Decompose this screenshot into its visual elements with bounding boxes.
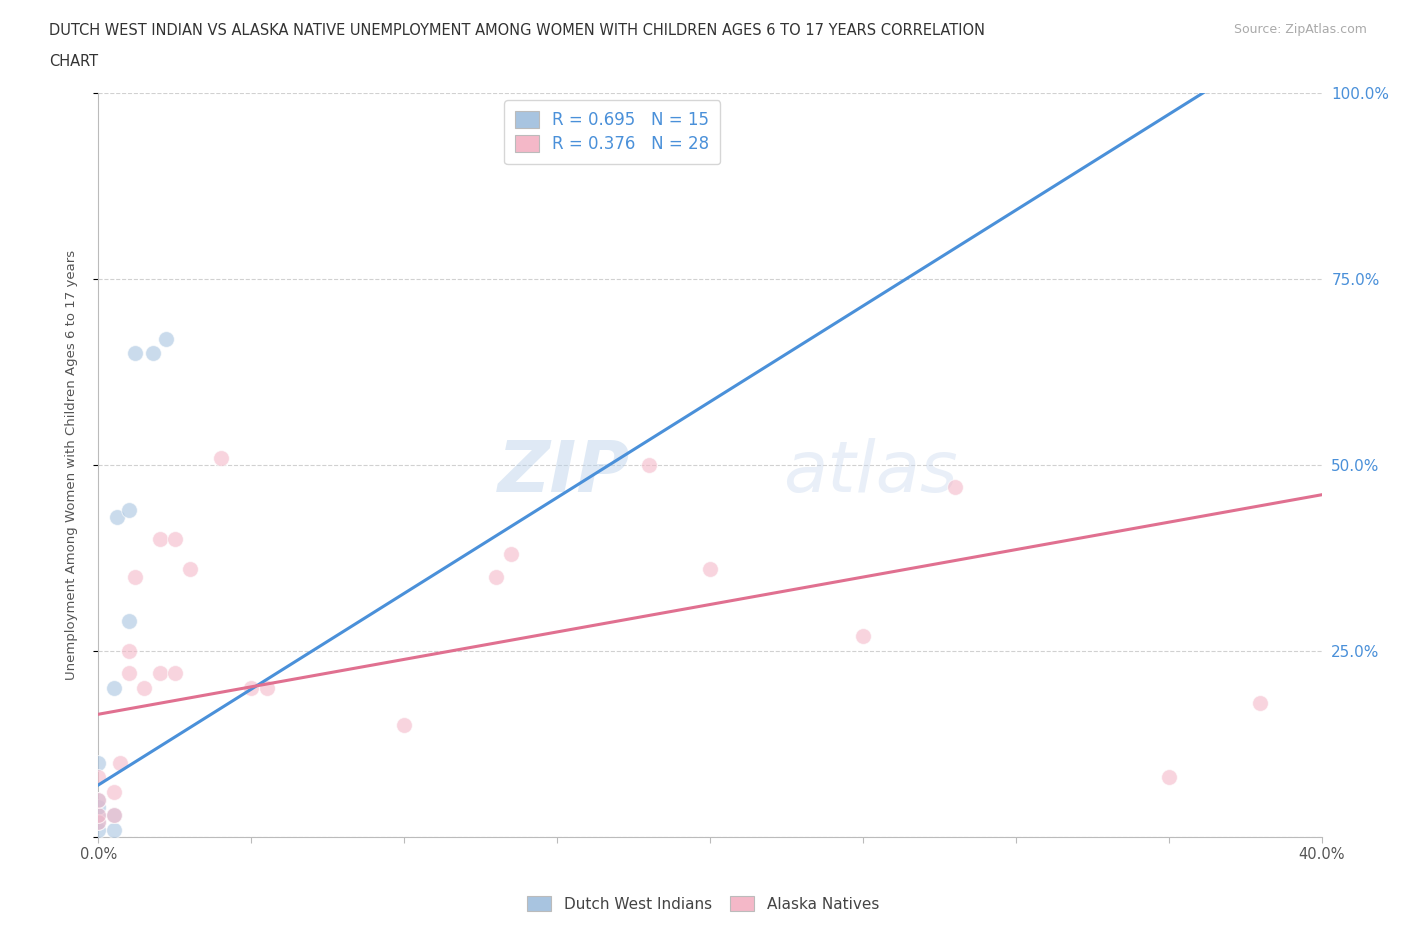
Point bbox=[142, 346, 165, 361]
Point bbox=[256, 681, 278, 696]
Point bbox=[392, 718, 416, 733]
Point bbox=[485, 569, 508, 584]
Point bbox=[240, 681, 263, 696]
Point bbox=[87, 792, 110, 807]
Point bbox=[118, 614, 141, 629]
Legend: R = 0.695   N = 15, R = 0.376   N = 28: R = 0.695 N = 15, R = 0.376 N = 28 bbox=[505, 100, 720, 165]
Point bbox=[134, 681, 156, 696]
Point bbox=[87, 815, 110, 830]
Point bbox=[103, 822, 125, 837]
Point bbox=[118, 644, 141, 658]
Point bbox=[103, 785, 125, 800]
Point bbox=[87, 807, 110, 822]
Point bbox=[149, 532, 172, 547]
Text: atlas: atlas bbox=[783, 438, 957, 507]
Y-axis label: Unemployment Among Women with Children Ages 6 to 17 years: Unemployment Among Women with Children A… bbox=[65, 250, 77, 680]
Point bbox=[163, 666, 186, 681]
Legend: Dutch West Indians, Alaska Natives: Dutch West Indians, Alaska Natives bbox=[520, 889, 886, 918]
Point bbox=[87, 800, 110, 815]
Point bbox=[637, 458, 661, 472]
Point bbox=[105, 510, 128, 525]
Point bbox=[124, 346, 146, 361]
Point bbox=[87, 815, 110, 830]
Point bbox=[103, 807, 125, 822]
Point bbox=[1157, 770, 1180, 785]
Point bbox=[1249, 696, 1271, 711]
Point bbox=[87, 822, 110, 837]
Point bbox=[87, 755, 110, 770]
Point bbox=[149, 666, 172, 681]
Point bbox=[103, 681, 125, 696]
Point bbox=[179, 562, 201, 577]
Point bbox=[118, 502, 141, 517]
Point bbox=[87, 770, 110, 785]
Text: Source: ZipAtlas.com: Source: ZipAtlas.com bbox=[1233, 23, 1367, 36]
Text: DUTCH WEST INDIAN VS ALASKA NATIVE UNEMPLOYMENT AMONG WOMEN WITH CHILDREN AGES 6: DUTCH WEST INDIAN VS ALASKA NATIVE UNEMP… bbox=[49, 23, 986, 38]
Point bbox=[699, 562, 721, 577]
Point bbox=[103, 807, 125, 822]
Point bbox=[852, 629, 875, 644]
Point bbox=[155, 331, 177, 346]
Point bbox=[163, 532, 186, 547]
Text: ZIP: ZIP bbox=[498, 438, 630, 507]
Point bbox=[87, 807, 110, 822]
Point bbox=[209, 450, 232, 465]
Text: CHART: CHART bbox=[49, 54, 98, 69]
Point bbox=[501, 547, 523, 562]
Point bbox=[108, 755, 131, 770]
Point bbox=[124, 569, 146, 584]
Point bbox=[943, 480, 966, 495]
Point bbox=[87, 792, 110, 807]
Point bbox=[118, 666, 141, 681]
